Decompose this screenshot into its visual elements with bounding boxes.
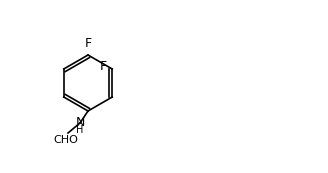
Text: H: H xyxy=(76,125,84,135)
Text: F: F xyxy=(100,61,107,74)
Text: F: F xyxy=(84,37,92,50)
Text: N: N xyxy=(75,116,85,130)
Text: CHO: CHO xyxy=(53,135,78,145)
